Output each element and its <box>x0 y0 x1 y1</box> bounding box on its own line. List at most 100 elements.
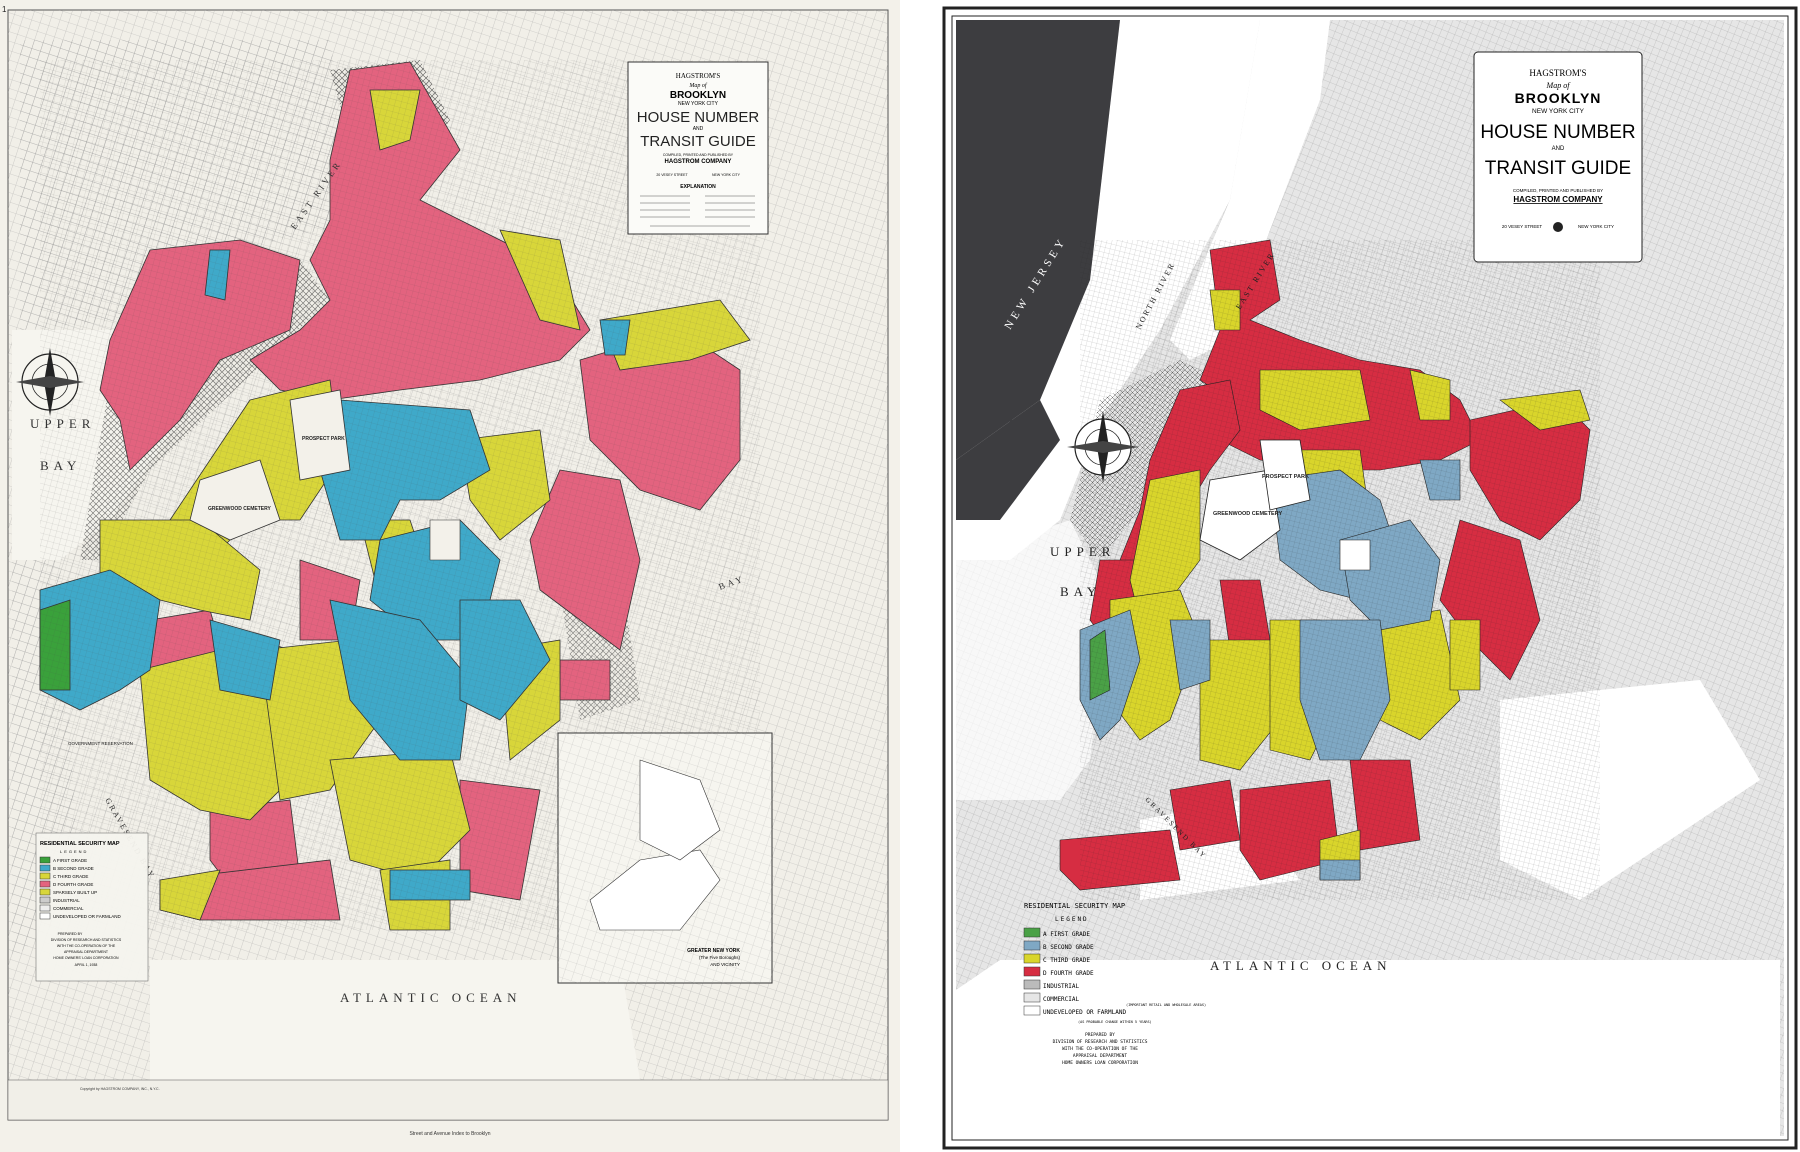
right-legend-swatch-5 <box>1023 992 1041 1003</box>
left-title-subcity: NEW YORK CITY <box>678 101 719 107</box>
left-legend-with: WITH THE CO-OPERATION OF THE <box>57 944 116 948</box>
left-title-mapof: Map of <box>688 82 707 89</box>
right-title-and: AND <box>1552 146 1565 152</box>
left-legend-swatch-2 <box>39 872 51 880</box>
left-legend-holc: HOME OWNERS' LOAN CORPORATION <box>53 956 119 960</box>
right-label-bay: BAY <box>1060 584 1101 599</box>
left-title-line2: TRANSIT GUIDE <box>640 133 756 150</box>
left-legend-swatch-3 <box>39 880 51 888</box>
left-legend-label-1: B SECOND GRADE <box>53 866 94 871</box>
right-legend-subtitle: LEGEND <box>1055 916 1089 923</box>
right-legend-swatch-1 <box>1023 940 1041 951</box>
left-legend-swatch-0 <box>39 856 51 864</box>
right-label-prospect: PROSPECT PARK <box>1262 474 1309 480</box>
right-title-cityaddr: NEW YORK CITY <box>1578 224 1614 229</box>
right-legend-label-4: INDUSTRIAL <box>1043 983 1080 990</box>
right-legend-label-6: UNDEVELOPED OR FARMLAND <box>1043 1009 1126 1016</box>
left-label-bay: BAY <box>40 458 81 473</box>
left-inset-subtitle: (The Five Boroughs) <box>699 955 741 960</box>
right-title-compiled: COMPILED, PRINTED AND PUBLISHED BY <box>1513 188 1603 193</box>
right-legend-prepared: PREPARED BY <box>1085 1032 1115 1038</box>
left-legend-label-5: INDUSTRIAL <box>53 898 80 903</box>
left-title-box: HAGSTROM'S Map of BROOKLYN NEW YORK CITY… <box>627 61 769 235</box>
right-outer-frame <box>942 6 1798 1150</box>
left-legend-label-0: A FIRST GRADE <box>53 858 87 863</box>
right-legend-with: WITH THE CO-OPERATION OF THE <box>1062 1046 1138 1052</box>
left-title-compiled: COMPILED, PRINTED AND PUBLISHED BY <box>663 153 734 157</box>
right-legend-swatch-2 <box>1023 953 1041 964</box>
left-title-city: BROOKLYN <box>670 90 726 101</box>
left-title-and: AND <box>693 126 704 132</box>
right-legend-swatch-4 <box>1023 979 1041 990</box>
left-legend-prepared: PREPARED BY <box>58 932 83 936</box>
left-map-svg: HAGSTROM'S Map of BROOKLYN NEW YORK CITY… <box>2 5 889 1137</box>
left-title-explanation: EXPLANATION <box>680 184 716 190</box>
left-greenwood-cemetery <box>189 459 281 541</box>
right-title-company: HAGSTROM COMPANY <box>1513 195 1603 204</box>
right-title-line2: TRANSIT GUIDE <box>1485 158 1631 179</box>
right-legend-commercial-note: (IMPORTANT RETAIL AND WHOLESALE AREAS) <box>1126 1003 1206 1007</box>
left-corner-number: 1 <box>2 5 7 14</box>
left-bottom-index-text: Street and Avenue Index to Brooklyn <box>409 1131 490 1137</box>
right-legend-undeveloped-note: (AS PROBABLE CHANGE WITHIN 5 YEARS) <box>1078 1020 1152 1024</box>
left-legend-swatch-7 <box>39 912 51 920</box>
left-title-line1: HOUSE NUMBER <box>637 109 760 126</box>
left-legend-swatch-4 <box>39 888 51 896</box>
left-original-map: HAGSTROM'S Map of BROOKLYN NEW YORK CITY… <box>0 0 900 1152</box>
left-inset-title: GREATER NEW YORK <box>687 948 740 954</box>
left-legend-title: RESIDENTIAL SECURITY MAP <box>40 841 120 847</box>
left-legend-date: APRIL 1, 1938 <box>75 963 98 967</box>
left-prospect-park <box>289 389 351 481</box>
left-legend-label-6: COMMERCIAL <box>53 906 84 911</box>
right-legend-label-3: D FOURTH GRADE <box>1043 970 1094 977</box>
right-label-greenwood: GREENWOOD CEMETERY <box>1213 511 1282 517</box>
left-legend-appraisal: APPRAISAL DEPARTMENT <box>64 950 109 954</box>
right-legend-division: DIVISION OF RESEARCH AND STATISTICS <box>1053 1039 1148 1045</box>
right-label-atlantic: ATLANTIC OCEAN <box>1210 958 1392 973</box>
right-legend: RESIDENTIAL SECURITY MAP LEGEND A FIRST … <box>1023 902 1206 1066</box>
right-legend-swatch-0 <box>1023 927 1041 938</box>
right-modern-map: HAGSTROM'S Map of BROOKLYN NEW YORK CITY… <box>940 0 1800 1152</box>
left-inset-map: GREATER NEW YORK (The Five Boroughs) AND… <box>557 732 773 984</box>
left-legend-label-3: D FOURTH GRADE <box>53 882 93 887</box>
left-legend-division: DIVISION OF RESEARCH AND STATISTICS <box>51 938 122 942</box>
right-title-subcity: NEW YORK CITY <box>1532 108 1585 115</box>
right-title-mapof: Map of <box>1546 81 1572 90</box>
left-label-government: GOVERNMENT RESERVATION <box>68 741 133 746</box>
left-legend-label-2: C THIRD GRADE <box>53 874 88 879</box>
left-legend-label-7: UNDEVELOPED OR FARMLAND <box>53 914 122 919</box>
left-title-cityaddr: NEW YORK CITY <box>712 173 741 177</box>
right-compass-rose <box>1067 411 1139 483</box>
right-map-svg: HAGSTROM'S Map of BROOKLYN NEW YORK CITY… <box>940 0 1800 1152</box>
left-compass-rose <box>16 348 84 416</box>
right-label-upper: UPPER <box>1050 544 1115 559</box>
right-legend-appraisal: APPRAISAL DEPARTMENT <box>1073 1053 1127 1059</box>
right-legend-holc: HOME OWNERS LOAN CORPORATION <box>1062 1060 1138 1066</box>
right-title-address: 20 VESEY STREET <box>1502 224 1542 229</box>
right-legend-label-1: B SECOND GRADE <box>1043 944 1094 951</box>
left-inset-and: AND VICINITY <box>710 962 740 967</box>
right-legend-swatch-3 <box>1023 966 1041 977</box>
left-label-prospect: PROSPECT PARK <box>302 436 345 442</box>
right-legend-label-5: COMMERCIAL <box>1043 996 1080 1003</box>
left-label-greenwood: GREENWOOD CEMETERY <box>208 506 272 512</box>
right-prospect-park <box>1259 439 1311 511</box>
left-title-company: HAGSTROM COMPANY <box>665 159 732 165</box>
left-legend-swatch-6 <box>39 904 51 912</box>
right-title-box: HAGSTROM'S Map of BROOKLYN NEW YORK CITY… <box>1473 51 1643 263</box>
left-legend-subtitle: LEGEND <box>60 849 88 854</box>
left-legend-swatch-1 <box>39 864 51 872</box>
right-title-city: BROOKLYN <box>1515 90 1602 106</box>
right-legend-swatch-6 <box>1023 1005 1041 1016</box>
left-legend-swatch-5 <box>39 896 51 904</box>
right-title-line1: HOUSE NUMBER <box>1480 122 1635 143</box>
left-legend-label-4: SPARSELY BUILT UP <box>53 890 97 895</box>
right-legend-label-2: C THIRD GRADE <box>1043 957 1090 964</box>
left-label-atlantic: ATLANTIC OCEAN <box>340 990 522 1005</box>
left-atlantic-water <box>150 960 640 1080</box>
right-new-jersey <box>956 20 1120 460</box>
left-title-publisher: HAGSTROM'S <box>676 72 721 80</box>
right-legend-title: RESIDENTIAL SECURITY MAP <box>1024 902 1125 910</box>
right-legend-label-0: A FIRST GRADE <box>1043 931 1090 938</box>
left-label-upper: UPPER <box>30 416 95 431</box>
